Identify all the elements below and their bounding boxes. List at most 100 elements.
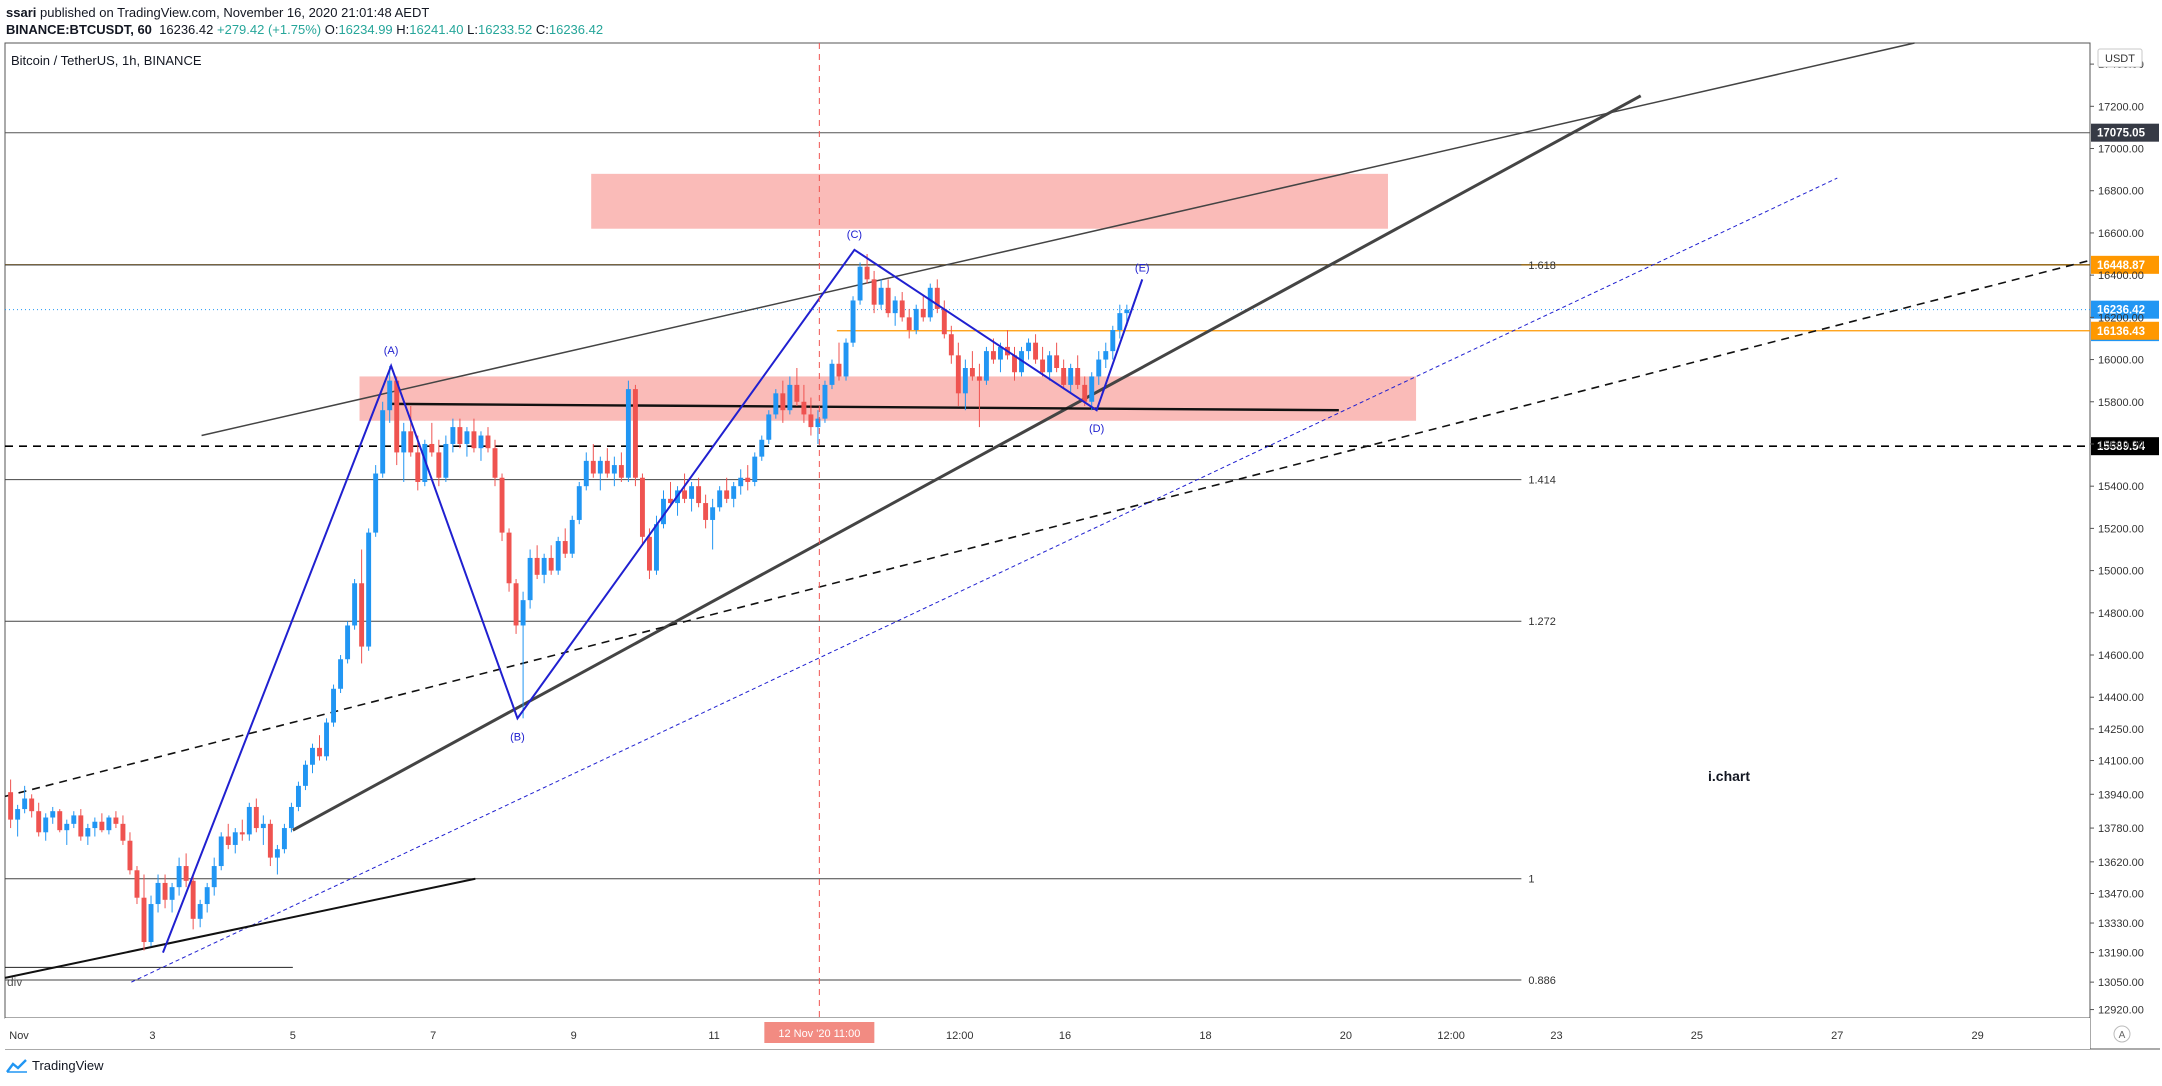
candle[interactable] [590, 443, 596, 478]
candle[interactable] [394, 376, 400, 466]
candle[interactable] [183, 853, 189, 888]
footer-brand[interactable]: TradingView [32, 1058, 104, 1073]
candle[interactable] [478, 431, 484, 461]
candle[interactable] [1075, 355, 1081, 390]
candle[interactable] [22, 785, 28, 814]
candle[interactable] [162, 874, 168, 909]
candle[interactable] [78, 809, 84, 841]
candle[interactable] [948, 325, 954, 364]
upper-channel-line[interactable] [201, 42, 1915, 437]
candle[interactable] [597, 456, 603, 491]
candle[interactable] [569, 515, 575, 558]
candle[interactable] [141, 874, 147, 951]
candle[interactable] [415, 435, 421, 491]
candle[interactable] [857, 262, 863, 305]
candle[interactable] [703, 494, 709, 529]
candle[interactable] [576, 481, 582, 525]
candle[interactable] [843, 338, 849, 381]
candle[interactable] [1089, 372, 1095, 411]
candle[interactable] [604, 448, 610, 478]
currency-box[interactable] [2097, 48, 2143, 68]
auto-scale-button[interactable] [2113, 1025, 2131, 1043]
candle[interactable] [29, 794, 35, 818]
candle[interactable] [120, 815, 126, 845]
candle[interactable] [57, 809, 63, 833]
abcde-pattern-line[interactable] [162, 248, 1144, 953]
candle[interactable] [541, 553, 547, 584]
candle[interactable] [43, 813, 49, 841]
candle[interactable] [527, 549, 533, 609]
candle[interactable] [632, 384, 638, 487]
candle[interactable] [562, 528, 568, 558]
candle[interactable] [675, 486, 680, 516]
candle[interactable] [239, 819, 245, 841]
candle[interactable] [983, 346, 989, 385]
candle[interactable] [829, 359, 835, 390]
candle[interactable] [176, 857, 182, 896]
candle[interactable] [288, 802, 294, 833]
candle[interactable] [668, 481, 673, 508]
candle[interactable] [345, 621, 351, 664]
candle[interactable] [1019, 346, 1024, 377]
candle[interactable] [134, 866, 140, 905]
candle[interactable] [878, 279, 884, 309]
candle[interactable] [373, 465, 379, 537]
candle[interactable] [752, 452, 758, 487]
candle[interactable] [1026, 338, 1032, 360]
candle[interactable] [1110, 325, 1116, 360]
candle[interactable] [934, 279, 940, 314]
candle[interactable] [955, 342, 961, 406]
candle[interactable] [338, 655, 344, 693]
candle[interactable] [281, 823, 287, 854]
candle[interactable] [611, 456, 617, 487]
candle[interactable] [15, 804, 21, 837]
candle[interactable] [106, 815, 112, 835]
candle[interactable] [225, 823, 231, 850]
candle[interactable] [625, 380, 631, 482]
candle[interactable] [429, 422, 435, 457]
candle[interactable] [520, 591, 526, 719]
candle[interactable] [773, 389, 779, 419]
dashed-trendline[interactable] [4, 259, 2091, 798]
candle[interactable] [906, 308, 912, 339]
candle[interactable] [85, 823, 91, 845]
candle[interactable] [71, 811, 77, 829]
candle[interactable] [204, 882, 210, 913]
candle[interactable] [408, 405, 414, 457]
candle[interactable] [190, 874, 196, 930]
candle[interactable] [759, 435, 765, 461]
candle[interactable] [815, 410, 821, 444]
candle[interactable] [780, 380, 786, 423]
candle[interactable] [689, 481, 695, 512]
candle[interactable] [387, 365, 393, 423]
candle[interactable] [899, 292, 905, 322]
candle[interactable] [1033, 334, 1039, 364]
candle[interactable] [976, 363, 982, 428]
candle[interactable] [766, 410, 772, 444]
candle[interactable] [359, 549, 365, 664]
candle[interactable] [1117, 304, 1123, 339]
resistance-zone-1[interactable] [359, 376, 1417, 421]
candle[interactable] [892, 296, 898, 326]
candle[interactable] [260, 815, 266, 845]
candle[interactable] [618, 452, 624, 482]
candle[interactable] [555, 536, 561, 575]
candle[interactable] [506, 528, 512, 592]
candle[interactable] [92, 817, 98, 837]
candle[interactable] [1040, 346, 1046, 377]
candle[interactable] [310, 743, 315, 774]
publisher-name[interactable]: ssari [6, 5, 37, 20]
candle[interactable] [962, 359, 968, 411]
candle[interactable] [274, 844, 280, 875]
candle[interactable] [267, 819, 273, 867]
candle[interactable] [696, 477, 702, 508]
candle[interactable] [871, 270, 877, 314]
candle[interactable] [710, 498, 716, 550]
lower-support-line[interactable] [4, 877, 476, 979]
candle[interactable] [1047, 351, 1053, 381]
candle[interactable] [36, 802, 42, 837]
candle[interactable] [295, 781, 301, 812]
candle[interactable] [443, 435, 449, 482]
candle[interactable] [197, 899, 203, 928]
